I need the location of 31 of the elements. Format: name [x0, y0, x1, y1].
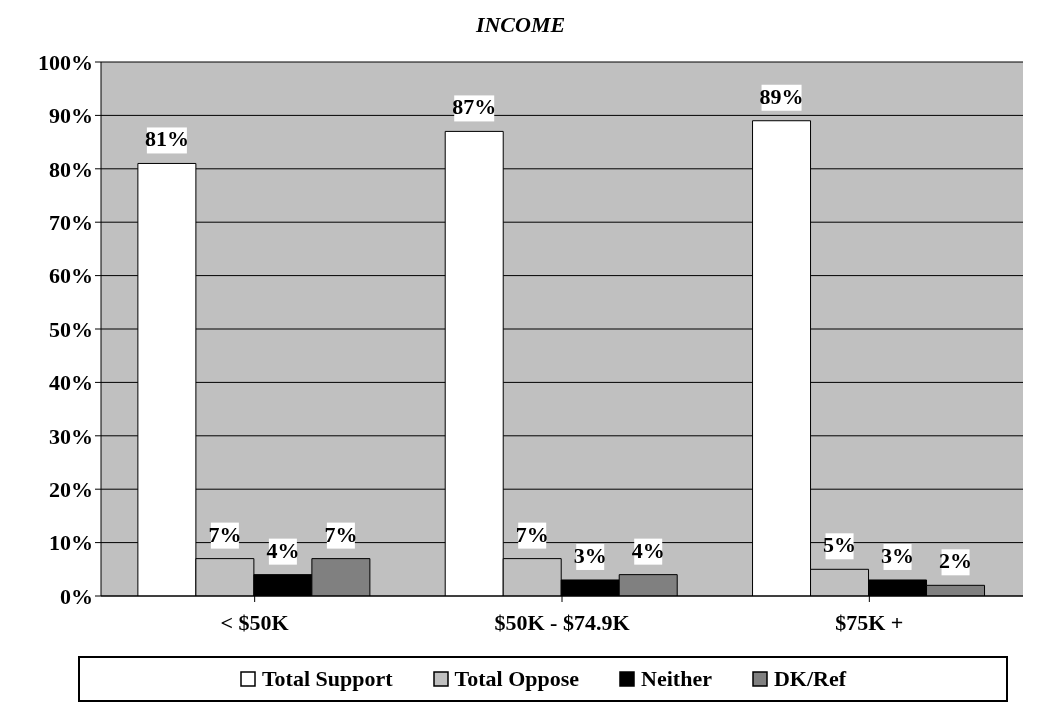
data-label: 5% [823, 532, 857, 558]
y-tick-label: 40% [49, 370, 93, 396]
data-label: 7% [208, 521, 242, 547]
y-tick-label: 60% [49, 263, 93, 289]
chart-title: INCOME [474, 11, 567, 39]
y-tick-label: 100% [38, 49, 93, 75]
y-tick-label: 0% [60, 583, 93, 609]
data-label: 2% [939, 548, 973, 574]
data-label: 7% [324, 521, 358, 547]
x-tick-label: $75K + [835, 609, 904, 635]
legend-label: Total Support [261, 666, 393, 692]
legend-label: Neither [641, 666, 712, 692]
data-label: 81% [144, 126, 189, 152]
data-label: 3% [881, 542, 915, 568]
x-tick-label: < $50K [220, 609, 289, 635]
data-label: 87% [452, 94, 497, 120]
data-label: 4% [631, 537, 665, 563]
y-tick-label: 30% [49, 423, 93, 449]
data-label: 7% [515, 521, 549, 547]
y-tick-label: 80% [49, 156, 93, 182]
y-tick-label: 90% [49, 103, 93, 129]
x-tick-label: $50K - $74.9K [494, 609, 630, 635]
y-tick-label: 70% [49, 210, 93, 236]
legend-label: Total Oppose [454, 666, 580, 692]
data-label: 89% [759, 83, 804, 109]
y-tick-label: 10% [49, 530, 93, 556]
y-tick-label: 20% [49, 477, 93, 503]
y-tick-label: 50% [49, 316, 93, 342]
data-label: 3% [573, 542, 607, 568]
legend-label: DK/Ref [773, 666, 847, 692]
data-label: 4% [266, 537, 300, 563]
